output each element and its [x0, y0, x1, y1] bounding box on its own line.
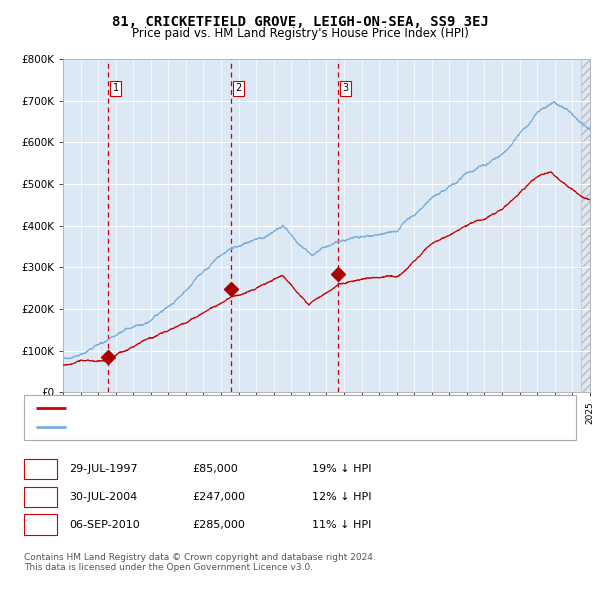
Text: £85,000: £85,000	[192, 464, 238, 474]
Text: 29-JUL-1997: 29-JUL-1997	[69, 464, 137, 474]
Text: HPI: Average price, detached house, Southend-on-Sea: HPI: Average price, detached house, Sout…	[78, 422, 343, 432]
Text: 3: 3	[37, 520, 44, 529]
Text: 11% ↓ HPI: 11% ↓ HPI	[312, 520, 371, 529]
Text: 1: 1	[37, 464, 44, 474]
Text: £285,000: £285,000	[192, 520, 245, 529]
Text: 81, CRICKETFIELD GROVE, LEIGH-ON-SEA, SS9 3EJ: 81, CRICKETFIELD GROVE, LEIGH-ON-SEA, SS…	[112, 15, 488, 30]
Text: 30-JUL-2004: 30-JUL-2004	[69, 492, 137, 502]
Text: Price paid vs. HM Land Registry's House Price Index (HPI): Price paid vs. HM Land Registry's House …	[131, 27, 469, 40]
Text: 06-SEP-2010: 06-SEP-2010	[69, 520, 140, 529]
Text: 2: 2	[236, 83, 242, 93]
Text: 12% ↓ HPI: 12% ↓ HPI	[312, 492, 371, 502]
Text: £247,000: £247,000	[192, 492, 245, 502]
Text: 2: 2	[37, 492, 44, 502]
Bar	[581, 59, 590, 392]
Text: 81, CRICKETFIELD GROVE, LEIGH-ON-SEA, SS9 3EJ (detached house): 81, CRICKETFIELD GROVE, LEIGH-ON-SEA, SS…	[78, 403, 412, 412]
Text: Contains HM Land Registry data © Crown copyright and database right 2024.
This d: Contains HM Land Registry data © Crown c…	[24, 553, 376, 572]
Text: 3: 3	[343, 83, 349, 93]
Text: 19% ↓ HPI: 19% ↓ HPI	[312, 464, 371, 474]
Text: 1: 1	[113, 83, 119, 93]
